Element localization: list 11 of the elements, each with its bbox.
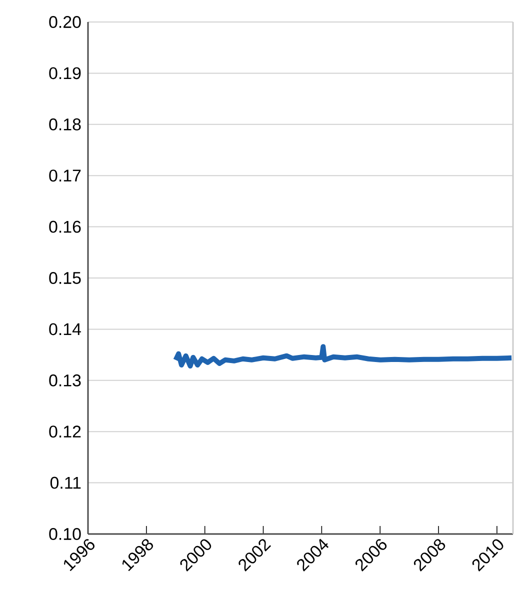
y-tick-label: 0.11 (50, 476, 81, 489)
y-tick-label: 0.18 (49, 118, 81, 130)
y-tick-label: 0.10 (49, 528, 81, 540)
y-tick-label: 0.17 (49, 170, 81, 182)
y-tick-label: 0.14 (49, 323, 81, 336)
y-tick-label: 0.16 (49, 220, 81, 233)
y-tick-label: 0.13 (49, 374, 81, 386)
y-tick-label: 0.20 (49, 16, 81, 28)
y-tick-label: 0.19 (49, 67, 81, 80)
y-tick-label: 0.12 (49, 426, 81, 438)
y-tick-label: 0.15 (49, 272, 81, 284)
